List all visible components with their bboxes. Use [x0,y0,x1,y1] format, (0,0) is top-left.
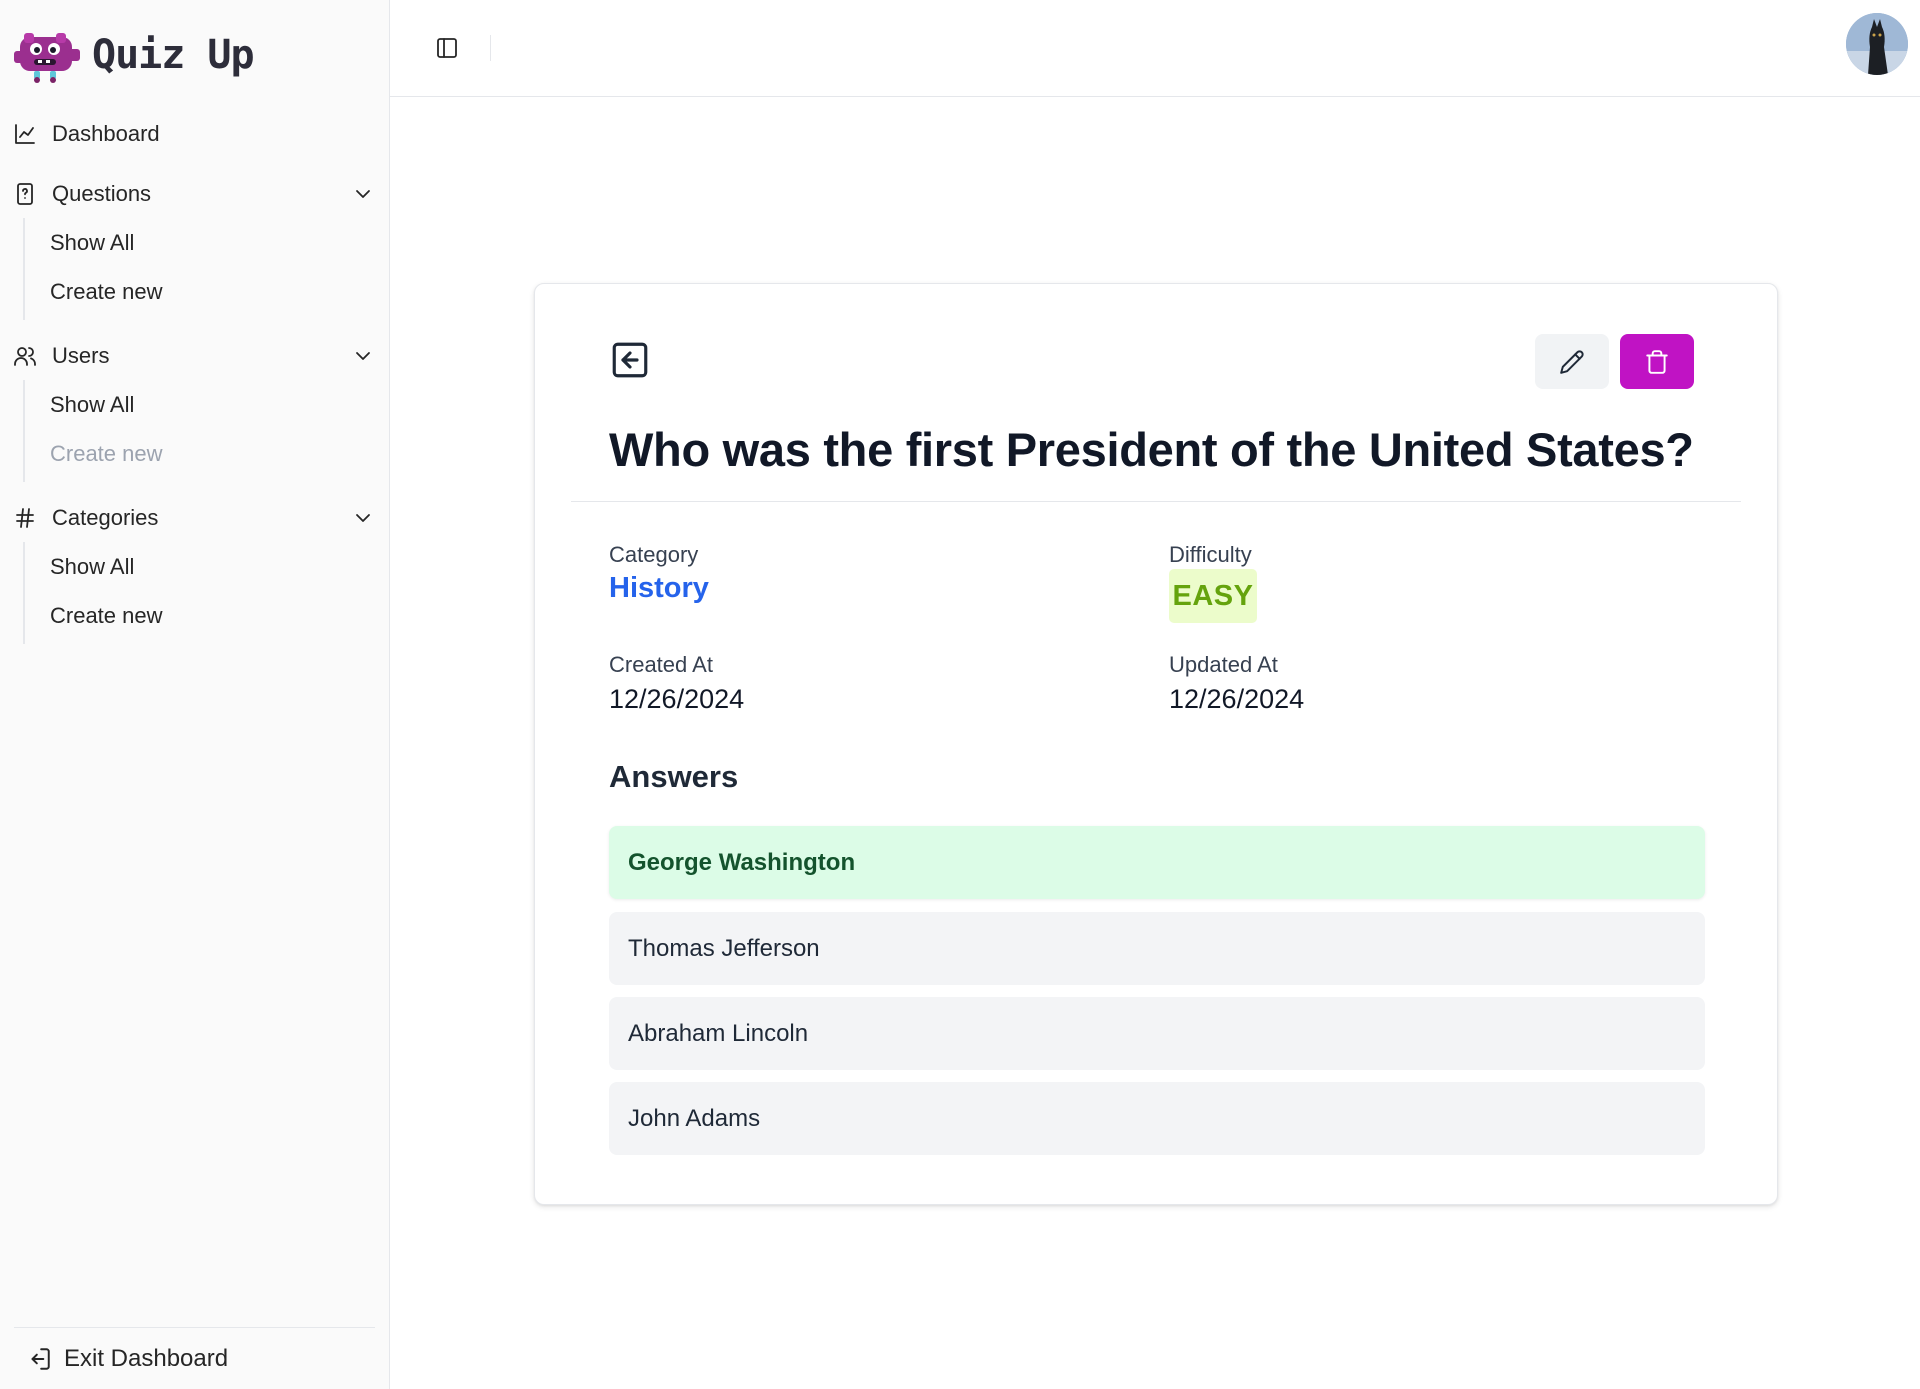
top-bar [390,0,1920,97]
difficulty-badge: EASY [1169,569,1257,623]
chevron-down-icon[interactable] [351,506,375,530]
subnav-questions: Show All Create new [23,218,389,320]
created-at-value: 12/26/2024 [609,684,745,714]
sidebar-item-label: Dashboard [52,121,160,146]
sidebar-item-label: Questions [52,181,152,206]
delete-button[interactable] [1620,334,1694,389]
sidebar-subitem-categories-create-new[interactable]: Create new [50,602,163,628]
edit-button[interactable] [1535,334,1609,389]
brand[interactable]: Quiz Up [0,0,389,110]
sidebar-subitem-questions-show-all[interactable]: Show All [50,229,135,255]
log-out-icon [31,1347,50,1370]
topbar-divider [490,35,491,61]
updated-at-label: Updated At [1169,652,1278,677]
brand-name: Quiz Up [92,32,255,78]
sidebar-group-categories: Categories Show All Create new [0,494,389,644]
subnav-categories: Show All Create new [23,542,389,644]
sidebar-subitem-users-show-all[interactable]: Show All [50,391,135,417]
sidebar-item-label: Categories [52,505,159,530]
question-detail-card: Who was the first President of the Unite… [534,283,1778,1205]
exit-dashboard-label: Exit Dashboard [64,1344,229,1372]
category-label: Category [609,542,699,567]
question-title: Who was the first President of the Unite… [609,423,1694,476]
arrow-left-square-icon [612,342,648,378]
answers-heading: Answers [609,759,739,794]
sidebar: Quiz Up Dashboard Questions [0,0,390,1389]
trash-icon [1646,349,1668,374]
sidebar-toggle-button[interactable] [430,31,464,65]
answer-item: John Adams [609,1082,1705,1155]
divider [571,501,1741,502]
pencil-icon [1560,349,1584,374]
file-question-icon [12,181,38,207]
chevron-down-icon[interactable] [351,344,375,368]
sidebar-item-dashboard[interactable]: Dashboard [0,110,389,158]
difficulty-label: Difficulty [1169,542,1252,567]
chart-line-icon [12,121,38,147]
sidebar-subitem-categories-show-all[interactable]: Show All [50,553,135,579]
back-button[interactable] [609,339,651,381]
panel-left-icon [437,38,457,58]
hash-icon [12,505,38,531]
sidebar-subitem-users-create-new[interactable]: Create new [50,440,163,466]
sidebar-item-label: Users [52,343,110,368]
exit-dashboard-button[interactable]: Exit Dashboard [14,1327,375,1389]
sidebar-item-categories[interactable]: Categories [0,494,389,542]
answer-item: Abraham Lincoln [609,997,1705,1070]
sidebar-item-questions[interactable]: Questions [0,170,389,218]
created-at-label: Created At [609,652,713,677]
sidebar-subitem-questions-create-new[interactable]: Create new [50,278,163,304]
sidebar-item-users[interactable]: Users [0,332,389,380]
updated-at-value: 12/26/2024 [1169,684,1305,714]
answer-item-correct: George Washington [609,826,1705,899]
avatar[interactable] [1846,13,1908,75]
users-icon [12,343,38,369]
category-link[interactable]: History [609,572,709,604]
chevron-down-icon[interactable] [351,182,375,206]
answer-item: Thomas Jefferson [609,912,1705,985]
sidebar-group-users: Users Show All Create new [0,332,389,482]
subnav-users: Show All Create new [23,380,389,482]
main-content: Who was the first President of the Unite… [390,0,1920,1389]
user-avatar-image [1846,13,1908,75]
sidebar-group-questions: Questions Show All Create new [0,170,389,320]
mascot-logo-icon [14,33,80,83]
